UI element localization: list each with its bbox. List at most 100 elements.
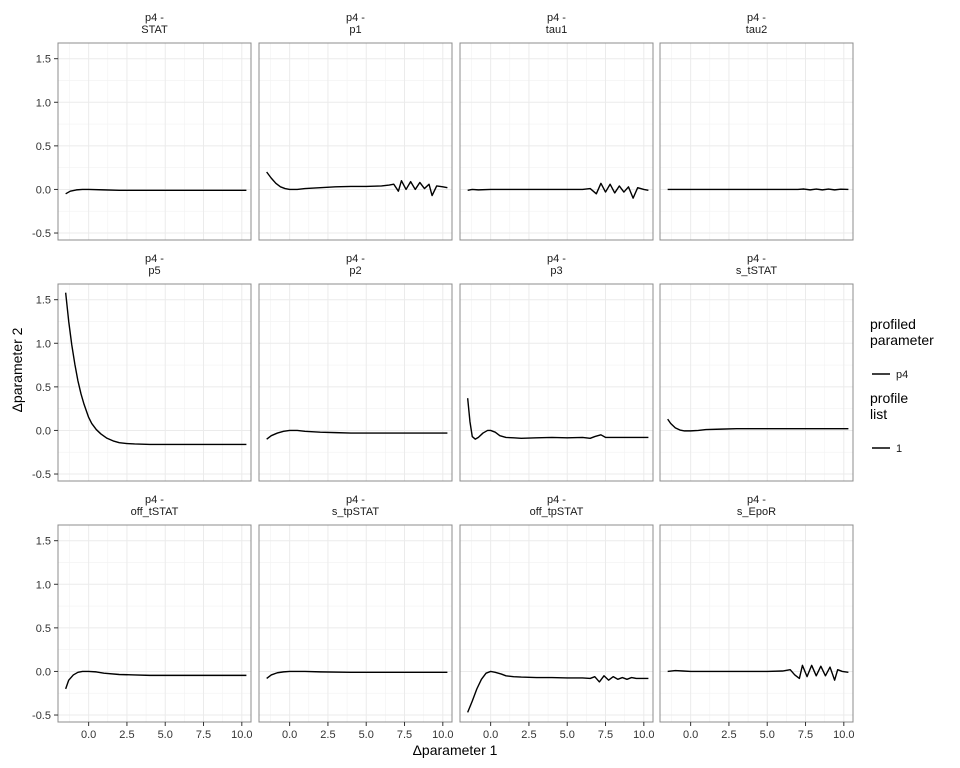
x-tick-label: 0.0	[483, 729, 498, 741]
panel-border	[659, 42, 854, 241]
panel-background	[460, 525, 653, 722]
panel-background	[460, 284, 653, 481]
panel-background	[259, 525, 452, 722]
y-tick-label: 0.0	[36, 425, 51, 437]
x-tick-label: 5.0	[560, 729, 575, 741]
x-tick-label: 5.0	[359, 729, 374, 741]
x-axis-title: Δparameter 1	[413, 742, 498, 758]
series-line-p4	[667, 664, 849, 681]
panel-0: p4 -STAT -0.5 0.0 0.5 1.0 1.5	[32, 12, 252, 241]
y-tick-label: 0.5	[36, 382, 51, 394]
strip-label: p4 -	[547, 494, 566, 506]
strip-label: p1	[349, 24, 361, 36]
legend-title: parameter	[870, 332, 934, 348]
strip-label: p4 -	[145, 253, 164, 265]
panel-1: p4 -p1	[258, 12, 453, 241]
x-tick-label: 10.0	[231, 729, 252, 741]
strip-label: p4 -	[346, 12, 365, 24]
panel-border	[258, 42, 453, 241]
x-tick-label: 2.5	[320, 729, 335, 741]
strip-label: p4 -	[547, 253, 566, 265]
panel-border	[258, 283, 453, 482]
panel-6: p4 -p3	[459, 253, 654, 482]
y-tick-label: 1.0	[36, 338, 51, 350]
legend-title: profile	[870, 390, 908, 406]
panel-border	[57, 42, 252, 241]
panel-border	[659, 283, 854, 482]
x-tick-label: 2.5	[521, 729, 536, 741]
panel-background	[259, 284, 452, 481]
y-tick-label: 1.0	[36, 97, 51, 109]
series-line-p4	[266, 670, 448, 679]
panel-3: p4 -tau2	[659, 12, 854, 241]
y-tick-label: 1.5	[36, 536, 51, 548]
x-tick-label: 7.5	[798, 729, 813, 741]
series-line-p4	[65, 188, 247, 195]
y-tick-label: 1.5	[36, 295, 51, 307]
strip-label: s_tpSTAT	[332, 506, 380, 518]
strip-label: p4 -	[145, 494, 164, 506]
panel-background	[58, 284, 251, 481]
x-tick-label: 10.0	[432, 729, 453, 741]
series-line-p4	[667, 418, 849, 432]
panel-10: p4 -off_tpSTAT 0.0 2.5 5.0 7.5 10.0	[459, 494, 655, 741]
y-tick-label: 0.5	[36, 141, 51, 153]
legend-label: p4	[896, 369, 908, 381]
series-line-p4	[466, 398, 649, 440]
panel-border	[459, 524, 654, 723]
panel-border	[258, 524, 453, 723]
strip-label: p4 -	[747, 494, 766, 506]
strip-label: s_tSTAT	[736, 265, 777, 277]
panel-border	[459, 42, 654, 241]
y-tick-label: -0.5	[32, 228, 51, 240]
strip-label: off_tpSTAT	[530, 506, 584, 518]
x-tick-label: 0.0	[683, 729, 698, 741]
x-tick-label: 5.0	[760, 729, 775, 741]
panel-border	[57, 283, 252, 482]
y-tick-label: 1.5	[36, 54, 51, 66]
strip-label: p4 -	[145, 12, 164, 24]
x-tick-label: 2.5	[721, 729, 736, 741]
x-tick-label: 10.0	[833, 729, 854, 741]
strip-label: p4 -	[747, 253, 766, 265]
strip-label: tau1	[546, 24, 567, 36]
panel-5: p4 -p2	[258, 253, 453, 482]
panel-7: p4 -s_tSTAT	[659, 253, 854, 482]
y-tick-label: 0.0	[36, 666, 51, 678]
x-tick-label: 10.0	[633, 729, 654, 741]
x-tick-label: 2.5	[119, 729, 134, 741]
strip-label: s_EpoR	[737, 506, 776, 518]
series-line-p4	[266, 171, 448, 197]
y-tick-label: 0.5	[36, 623, 51, 635]
y-tick-label: -0.5	[32, 710, 51, 722]
strip-label: p4 -	[346, 494, 365, 506]
legend-label: 1	[896, 443, 902, 455]
panel-background	[58, 525, 251, 722]
series-line-p4	[467, 182, 649, 199]
series-line-p4	[667, 188, 849, 191]
strip-label: p2	[349, 265, 361, 277]
x-tick-label: 0.0	[282, 729, 297, 741]
panel-4: p4 -p5 -0.5 0.0 0.5 1.0 1.5	[32, 253, 252, 482]
legend-title: list	[870, 406, 887, 422]
panel-border	[659, 524, 854, 723]
panel-background	[460, 43, 653, 240]
panel-background	[259, 43, 452, 240]
series-line-p4	[64, 670, 247, 690]
x-tick-label: 7.5	[598, 729, 613, 741]
x-tick-label: 7.5	[397, 729, 412, 741]
panel-8: p4 -off_tSTAT -0.5 0.0 0.5 1.0 1.5 0.0 2.5 5.0 7.…	[32, 494, 252, 741]
panel-background	[660, 284, 853, 481]
strip-label: p5	[148, 265, 160, 277]
panel-border	[459, 283, 654, 482]
panel-background	[660, 525, 853, 722]
panel-2: p4 -tau1	[459, 12, 654, 241]
panel-background	[660, 43, 853, 240]
series-line-p4	[467, 670, 649, 713]
strip-label: p4 -	[747, 12, 766, 24]
strip-label: p3	[550, 265, 562, 277]
y-tick-label: -0.5	[32, 469, 51, 481]
